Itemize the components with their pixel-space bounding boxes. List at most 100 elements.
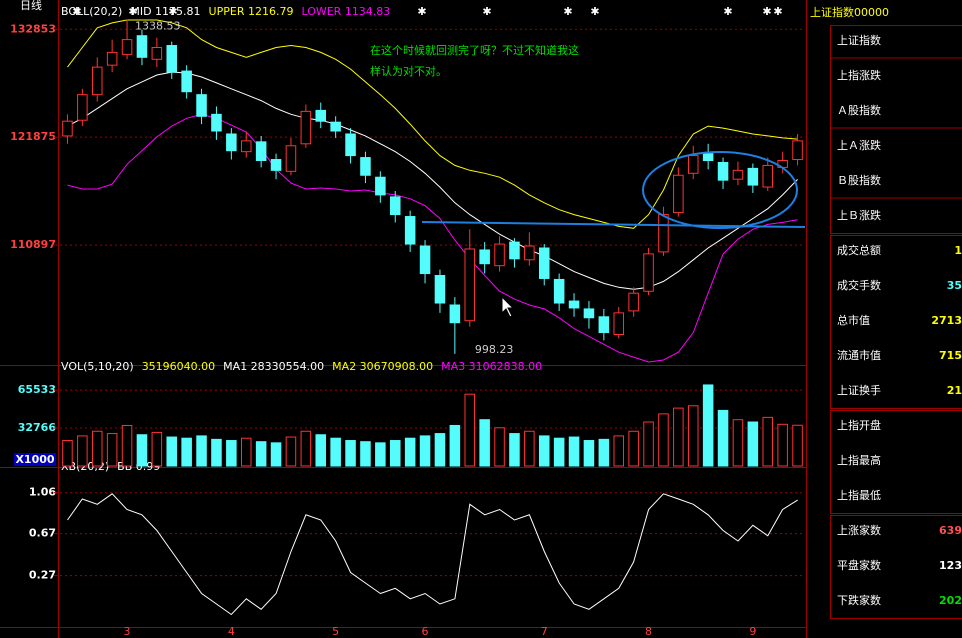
unit-label: X1000 (15, 453, 54, 466)
row-label: 成交手数 (837, 278, 881, 292)
x-tick-label: 5 (332, 625, 339, 638)
candle-body (538, 247, 550, 279)
row-label: Ａ股指数 (837, 103, 881, 117)
candle-body (121, 39, 133, 55)
candle-body (360, 157, 371, 176)
band-line (67, 113, 798, 363)
panel-group (830, 235, 962, 409)
volume-bar (330, 437, 341, 467)
candle-body (479, 249, 490, 265)
volume-bar (747, 421, 759, 467)
svg-text:✱: ✱ (762, 5, 771, 18)
row-label: 流通市值 (837, 348, 881, 362)
unit-box (14, 453, 56, 466)
legend-text: LOWER 1134.83 (301, 5, 390, 18)
volume-bar (270, 442, 282, 467)
candle-body (226, 133, 237, 152)
candle-body (181, 70, 192, 93)
candle-body (270, 159, 282, 171)
candle-body (166, 45, 178, 73)
candle-body (106, 51, 118, 66)
row-value: 1 (954, 244, 962, 257)
volume-bar (643, 421, 654, 467)
row-value: 639 (939, 524, 962, 537)
candle-body (136, 35, 148, 58)
candle-body (598, 316, 610, 334)
candle-body (434, 275, 446, 304)
volume-bar (151, 431, 163, 467)
legend-text: MA3 31062838.00 (441, 360, 542, 373)
x-tick-label: 8 (645, 625, 652, 638)
row-label: 上指涨跌 (837, 68, 881, 82)
row-label: 上指最低 (837, 488, 881, 502)
volume-bar (91, 430, 103, 467)
candle-body (91, 66, 103, 96)
volume-bar (106, 433, 118, 467)
volume-bar (345, 440, 356, 467)
volume-bar (315, 434, 327, 467)
svg-text:✱: ✱ (128, 5, 137, 18)
candle-body (613, 312, 625, 335)
candle-body (196, 94, 207, 117)
volume-bar (419, 435, 431, 467)
volume-bar (255, 441, 267, 467)
volume-bar (792, 424, 803, 467)
candle-body (568, 300, 580, 309)
svg-text:✱: ✱ (482, 5, 491, 18)
row-value: 2713 (931, 314, 962, 327)
svg-text:✱: ✱ (168, 5, 177, 18)
candle-body (687, 155, 699, 174)
svg-text:✱: ✱ (417, 5, 426, 18)
candle-body (240, 140, 252, 153)
period-label: 日线 (20, 0, 42, 12)
markers: ✱ ✱ ✱ ✱ ✱ ✱ ✱ ✱ ✱ ✱ (72, 5, 782, 18)
volume-bar (658, 413, 669, 467)
row-label: 下跌家数 (837, 593, 881, 607)
volume-bar (598, 438, 610, 467)
candle-body (77, 94, 88, 121)
volume-bar (121, 424, 133, 467)
svg-text:✱: ✱ (590, 5, 599, 18)
volume-bar (449, 424, 461, 467)
legend-text: MA2 30670908.00 (332, 360, 433, 373)
candle-body (673, 174, 684, 214)
row-value: 123 (939, 559, 962, 572)
candle-body (762, 164, 774, 188)
volume-bar (732, 419, 744, 467)
band-line (67, 19, 798, 229)
y-tick-label: 65533 (18, 383, 56, 396)
candle-body (524, 245, 535, 261)
volume-bar (77, 435, 88, 467)
annotation: 1338.53 (135, 19, 181, 32)
volume-bar (583, 440, 595, 467)
candle-body (151, 46, 163, 60)
volume-bar (300, 430, 312, 467)
x-tick-label: 3 (124, 625, 131, 638)
row-label: 上涨家数 (837, 523, 881, 537)
volume-bar (613, 435, 625, 467)
candle-body (389, 196, 401, 216)
volume-bar (479, 419, 490, 467)
row-value: 202 (939, 594, 962, 607)
volume-bar (628, 430, 639, 467)
volume-bar (166, 436, 178, 467)
candle-body (658, 214, 669, 253)
volume-bar (702, 384, 714, 467)
x-tick-label: 6 (422, 625, 429, 638)
volume-bar (494, 427, 505, 467)
candle-body (330, 121, 341, 132)
candle-body (747, 167, 759, 186)
row-label: 总市值 (837, 313, 870, 327)
legend-text: BOLL(20,2) (61, 5, 122, 18)
y-tick-label: 1.06 (29, 486, 56, 499)
row-label: 上指最高 (837, 453, 881, 467)
x-tick-label: 4 (228, 625, 235, 638)
volume-bar (389, 440, 401, 467)
volume-bar (136, 434, 148, 467)
volume-bar (568, 436, 580, 467)
candle-body (375, 176, 386, 196)
row-value: 35 (947, 279, 962, 292)
row-label: 上指开盘 (837, 418, 881, 432)
panel-group (830, 515, 962, 619)
panel-title: 上证指数00000 (810, 5, 889, 19)
